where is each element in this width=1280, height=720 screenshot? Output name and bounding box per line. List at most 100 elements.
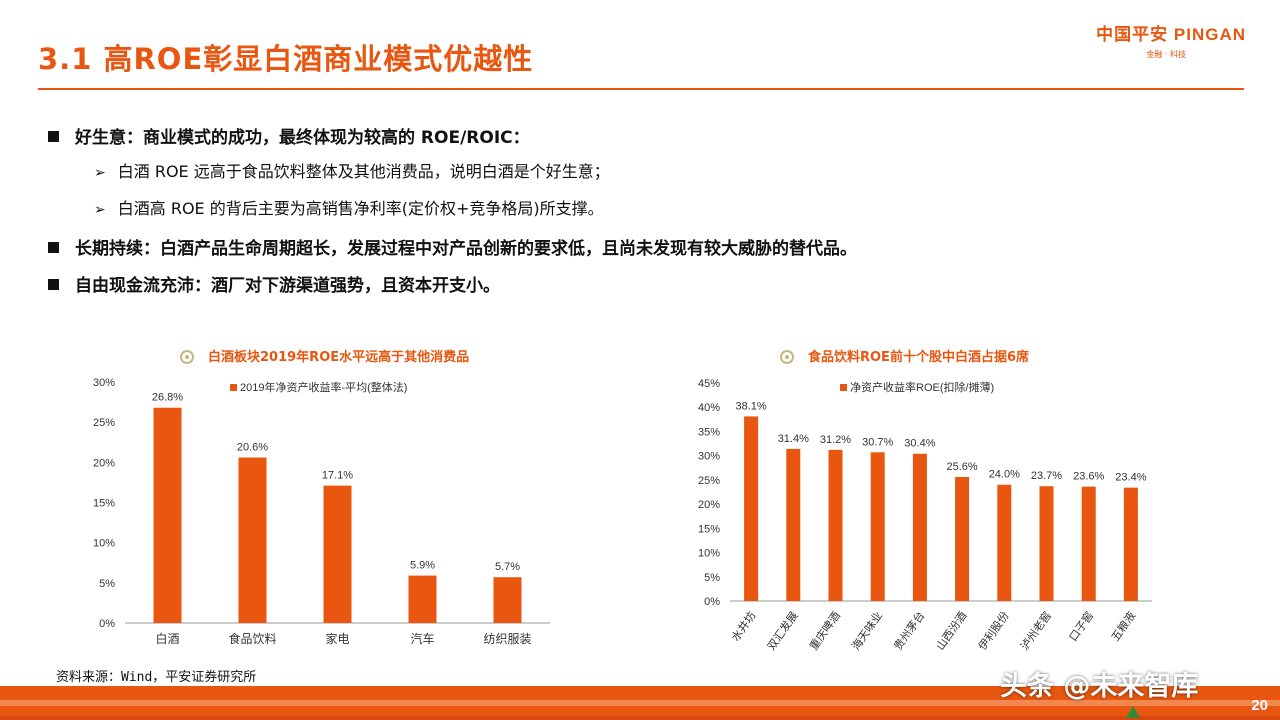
x-tick-label: 食品饮料 <box>228 631 276 646</box>
square-bullet-icon <box>48 279 59 290</box>
logo-subtext: 金融 · 科技 <box>1146 50 1186 59</box>
x-tick-label: 海天味业 <box>848 609 885 653</box>
sub-bullet-text: 白酒 ROE 远高于食品饮料整体及其他消费品，说明白酒是个好生意； <box>117 162 610 181</box>
brand-logo: 中国平安 PINGAN 金融 · 科技 <box>1096 20 1246 60</box>
x-tick-label: 口子窖 <box>1066 609 1096 644</box>
y-tick-label: 25% <box>93 417 115 429</box>
x-tick-label: 贵州茅台 <box>891 609 928 653</box>
source-note: 资料来源：Wind，平安证券研究所 <box>56 670 257 685</box>
y-tick-label: 15% <box>93 498 115 510</box>
y-tick-label: 5% <box>704 572 720 584</box>
bar <box>1123 487 1138 601</box>
tree-icon <box>1126 706 1140 718</box>
y-tick-label: 35% <box>698 426 720 438</box>
chart-title-text: 食品饮料ROE前十个股中白酒占据6席 <box>808 350 1029 365</box>
bar <box>408 575 437 623</box>
bullet-item: 好生意：商业模式的成功，最终体现为较高的 ROE/ROIC： <box>48 124 1248 153</box>
x-tick-label: 家电 <box>325 631 349 646</box>
y-tick-label: 20% <box>698 499 720 511</box>
bar <box>870 452 885 601</box>
x-tick-label: 汽车 <box>410 631 434 646</box>
bar <box>493 577 522 623</box>
legend-label: 2019年净资产收益率-平均(整体法) <box>240 380 407 394</box>
square-bullet-icon <box>48 242 59 253</box>
data-label: 5.9% <box>410 560 435 572</box>
bar <box>1081 486 1096 601</box>
chart-top10-roe: 食品饮料ROE前十个股中白酒占据6席 0% 5% 10% 15% 20% 25% 30% 35… <box>680 346 1180 666</box>
bar <box>744 416 759 601</box>
bar <box>828 449 843 601</box>
legend-label: 净资产收益率ROE(扣除/摊薄) <box>850 380 994 394</box>
y-tick-label: 30% <box>698 451 720 463</box>
arrow-bullet-icon: ➢ <box>94 202 106 218</box>
data-label: 23.6% <box>1073 471 1104 483</box>
data-label: 25.6% <box>946 461 977 473</box>
chart-title-text: 白酒板块2019年ROE水平远高于其他消费品 <box>208 350 470 365</box>
x-tick-label: 五粮液 <box>1108 609 1138 644</box>
bar <box>997 484 1012 601</box>
bar <box>323 485 352 623</box>
bar <box>955 476 970 601</box>
bullet-text: 长期持续：白酒产品生命周期超长，发展过程中对产品创新的要求低，且尚未发现有较大威… <box>75 239 857 259</box>
x-tick-label: 泸州老窖 <box>1017 609 1054 653</box>
legend-swatch <box>230 384 237 391</box>
bullet-text: 好生意：商业模式的成功，最终体现为较高的 ROE/ROIC： <box>75 128 530 148</box>
bar <box>153 407 182 623</box>
y-tick-label: 25% <box>698 475 720 487</box>
chart-title-icon <box>780 350 794 364</box>
y-tick-label: 5% <box>99 578 115 590</box>
bullet-text: 自由现金流充沛：酒厂对下游渠道强势，且资本开支小。 <box>75 276 500 296</box>
data-label: 23.4% <box>1115 472 1146 484</box>
chart-roe-by-sector: 白酒板块2019年ROE水平远高于其他消费品 0% 5% 10% 15% 20% 25% 3… <box>60 346 580 656</box>
y-tick-label: 30% <box>93 377 115 389</box>
sub-bullet-item: ➢ 白酒 ROE 远高于食品饮料整体及其他消费品，说明白酒是个好生意； <box>48 153 1248 190</box>
data-label: 31.4% <box>778 433 809 445</box>
data-label: 24.0% <box>989 469 1020 481</box>
bar-chart-svg: 0% 5% 10% 15% 20% 25% 30% 26.8% 白酒 20.6% 食品饮料 17.1%… <box>93 377 550 646</box>
bar <box>912 453 927 601</box>
square-bullet-icon <box>48 131 59 142</box>
x-tick-label: 伊利股份 <box>976 609 1012 652</box>
data-label: 17.1% <box>322 470 353 482</box>
x-tick-label: 山西汾酒 <box>934 609 970 652</box>
data-label: 38.1% <box>735 400 766 412</box>
data-label: 5.7% <box>495 561 520 573</box>
data-label: 30.7% <box>862 436 893 448</box>
bullet-list: 好生意：商业模式的成功，最终体现为较高的 ROE/ROIC： ➢ 白酒 ROE 远… <box>48 124 1248 301</box>
bar <box>238 457 267 623</box>
data-label: 31.2% <box>820 434 851 446</box>
y-tick-label: 40% <box>698 402 720 414</box>
chart-title-icon <box>180 350 194 364</box>
page-number: 20 <box>1251 697 1268 714</box>
legend-swatch <box>840 384 847 391</box>
chart-title: 白酒板块2019年ROE水平远高于其他消费品 <box>180 346 469 365</box>
bullet-item: 自由现金流充沛：酒厂对下游渠道强势，且资本开支小。 <box>48 272 1248 301</box>
bullet-item: 长期持续：白酒产品生命周期超长，发展过程中对产品创新的要求低，且尚未发现有较大威… <box>48 235 1248 264</box>
x-tick-label: 白酒 <box>155 631 179 646</box>
watermark: 头条 @未来智库 <box>1000 671 1199 702</box>
x-tick-label: 水井坊 <box>728 609 758 644</box>
bar-chart-svg: 0% 5% 10% 15% 20% 25% 30% 35% 40% 45% 38.1% 水井坊 31.4… <box>698 378 1152 653</box>
y-tick-label: 0% <box>99 618 115 630</box>
x-tick-label: 纺织服装 <box>483 632 531 646</box>
y-tick-label: 15% <box>698 523 720 535</box>
sub-bullet-text: 白酒高 ROE 的背后主要为高销售净利率(定价权+竞争格局)所支撑。 <box>117 199 604 218</box>
title-divider <box>38 88 1244 90</box>
data-label: 26.8% <box>152 392 183 404</box>
x-tick-label: 重庆啤酒 <box>806 609 843 653</box>
bar <box>1039 486 1054 601</box>
arrow-bullet-icon: ➢ <box>94 165 106 181</box>
data-label: 30.4% <box>904 438 935 450</box>
logo-text: 中国平安 PINGAN <box>1096 25 1246 44</box>
y-tick-label: 10% <box>93 538 115 550</box>
y-tick-label: 10% <box>698 548 720 560</box>
chart-title: 食品饮料ROE前十个股中白酒占据6席 <box>780 346 1029 365</box>
y-tick-label: 0% <box>704 596 720 608</box>
bar <box>786 448 801 601</box>
y-tick-label: 20% <box>93 457 115 469</box>
data-label: 23.7% <box>1031 470 1062 482</box>
data-label: 20.6% <box>237 442 268 454</box>
page-title: 3.1 高ROE彰显白酒商业模式优越性 <box>38 42 534 76</box>
x-tick-label: 双汇发展 <box>764 609 801 653</box>
footer-bar <box>0 686 1280 720</box>
